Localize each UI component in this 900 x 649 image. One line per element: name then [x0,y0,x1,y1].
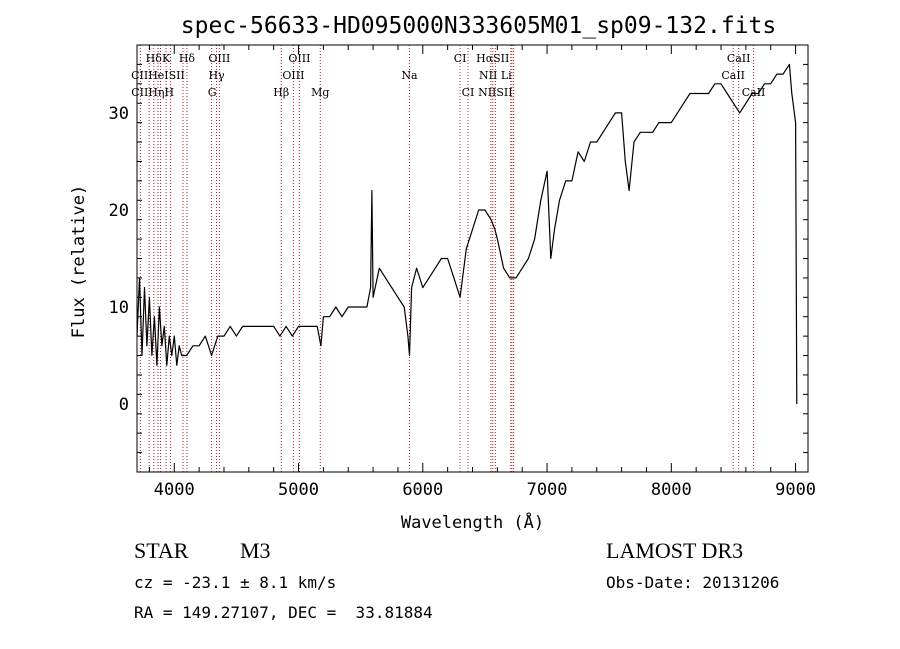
line-label: CIIHeISII [131,69,185,82]
line-label: OIII [282,69,304,82]
plot-frame [136,44,809,473]
chart-title: spec-56633-HD095000N333605M01_sp09-132.f… [181,13,776,39]
y-axis-label: Flux (relative) [69,185,89,339]
y-tick-label: 20 [109,201,129,221]
x-tick-label: 6000 [402,480,443,500]
line-label: Mg [311,86,329,99]
y-tick-label: 30 [109,104,129,124]
redshift-text: cz = -23.1 ± 8.1 km/s [134,573,337,592]
line-label: HαSII [476,52,509,65]
line-label: K [162,52,171,65]
x-axis-label: Wavelength (Å) [401,511,544,533]
line-label: CaII [742,86,766,99]
y-tick-label: 0 [119,395,129,415]
line-label: Hδ [179,52,196,65]
x-tick-label: 9000 [775,480,816,500]
line-label: Hβ [273,86,289,99]
object-class: STAR [134,538,189,563]
line-label: G [208,86,217,99]
x-tick-label: 7000 [527,480,568,500]
line-label: NII Li [479,69,512,82]
line-label: CaII [721,69,745,82]
spectrum-line [136,63,798,405]
line-label: CIIHηH [131,86,174,99]
line-label: NIISII [478,86,513,99]
line-label: Na [401,69,418,82]
x-tick-label: 5000 [278,480,319,500]
x-tick-label: 4000 [154,480,195,500]
line-label: Hδ [146,52,163,65]
survey-name: LAMOST DR3 [606,538,744,563]
line-label: OIII [288,52,310,65]
coordinates-text: RA = 149.27107, DEC = 33.81884 [134,603,433,622]
y-tick-label: 10 [109,298,129,318]
line-label: CI [454,52,467,65]
x-tick-label: 8000 [651,480,692,500]
line-label: OIII [208,52,230,65]
line-label: Hγ [208,69,225,82]
obs-date-text: Obs-Date: 20131206 [606,573,780,592]
line-label: CaII [727,52,751,65]
line-label: CI [462,86,475,99]
object-subclass: M3 [240,538,271,563]
